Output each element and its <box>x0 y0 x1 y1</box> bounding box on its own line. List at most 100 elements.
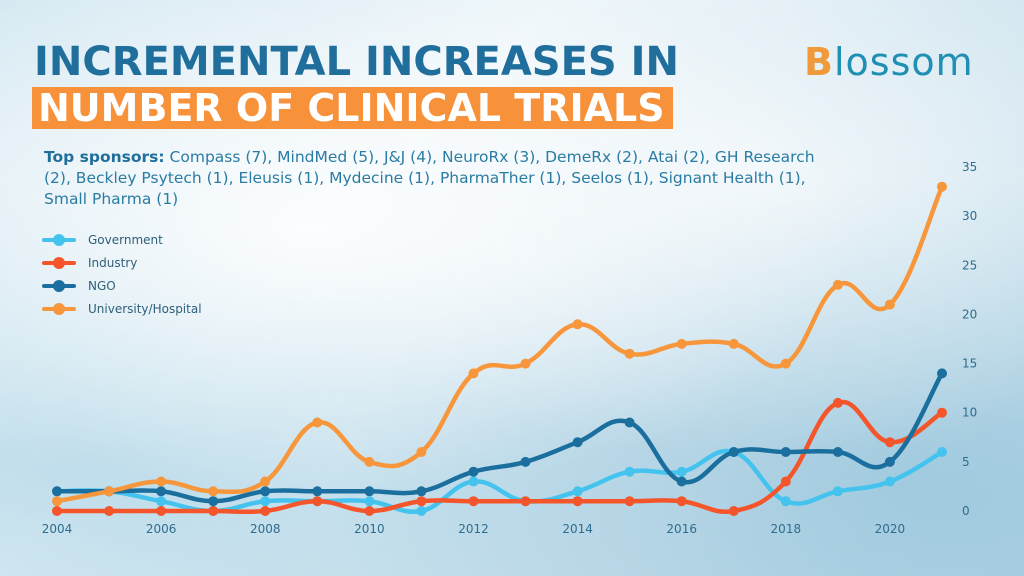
logo-first-letter: B <box>804 40 834 84</box>
y-tick-label-30: 30 <box>962 209 977 223</box>
legend-dot-government <box>53 233 65 246</box>
point-industry-2016 <box>676 496 687 507</box>
y-tick-label-15: 15 <box>962 357 977 371</box>
point-university-hospital-2018 <box>780 358 791 369</box>
point-university-hospital-2015 <box>624 348 635 359</box>
point-university-hospital-2014 <box>572 319 583 330</box>
point-university-hospital-2008 <box>260 476 271 487</box>
point-university-hospital-2004 <box>52 496 62 507</box>
point-industry-2005 <box>104 506 115 516</box>
point-ngo-2011 <box>416 486 427 497</box>
chart-legend: Government Industry NGO University/Hospital <box>42 228 202 320</box>
legend-label-ngo: NGO <box>88 278 116 293</box>
point-ngo-2017 <box>728 447 739 457</box>
point-ngo-2016 <box>676 476 687 487</box>
x-tick-label-2018: 2018 <box>771 522 802 536</box>
point-industry-2006 <box>156 506 167 516</box>
y-tick-label-5: 5 <box>962 455 970 469</box>
point-government-2015 <box>624 466 635 477</box>
point-university-hospital-2016 <box>676 338 687 349</box>
top-sponsors-list: Compass (7), MindMed (5), J&J (4), Neuro… <box>44 148 815 208</box>
point-industry-2013 <box>520 496 531 507</box>
legend-dot-industry <box>53 256 65 269</box>
point-industry-2009 <box>312 496 323 507</box>
point-ngo-2019 <box>832 447 843 457</box>
point-industry-2014 <box>572 496 583 507</box>
top-sponsors-label: Top sponsors: <box>44 148 165 166</box>
legend-item-industry: Industry <box>42 251 202 274</box>
x-tick-label-2010: 2010 <box>354 522 385 536</box>
point-ngo-2004 <box>52 486 62 497</box>
y-tick-label-10: 10 <box>962 406 977 420</box>
point-university-hospital-2021 <box>937 181 947 192</box>
point-ngo-2010 <box>364 486 375 497</box>
x-tick-label-2004: 2004 <box>42 522 73 536</box>
x-tick-label-2020: 2020 <box>875 522 906 536</box>
point-government-2020 <box>884 476 895 487</box>
point-industry-2008 <box>260 506 271 516</box>
legend-label-university-hospital: University/Hospital <box>88 301 202 316</box>
blossom-logo: Blossom <box>804 40 974 84</box>
point-government-2018 <box>780 496 791 507</box>
point-government-2014 <box>572 486 583 497</box>
legend-label-industry: Industry <box>88 255 138 270</box>
point-university-hospital-2012 <box>468 368 479 379</box>
point-industry-2010 <box>364 506 375 516</box>
logo-rest: lossom <box>833 40 974 84</box>
point-ngo-2015 <box>624 417 635 428</box>
point-government-2019 <box>832 486 843 497</box>
point-government-2008 <box>260 496 271 507</box>
point-industry-2021 <box>937 407 947 418</box>
point-industry-2015 <box>624 496 635 507</box>
y-tick-label-20: 20 <box>962 307 977 321</box>
legend-item-government: Government <box>42 228 202 251</box>
point-industry-2007 <box>208 506 219 516</box>
point-industry-2011 <box>416 496 427 507</box>
x-tick-label-2012: 2012 <box>458 522 489 536</box>
series-line-university-hospital <box>54 184 945 504</box>
point-university-hospital-2011 <box>416 447 427 457</box>
y-tick-label-25: 25 <box>962 258 977 272</box>
point-university-hospital-2006 <box>156 476 167 487</box>
point-industry-2018 <box>780 476 791 487</box>
point-ngo-2021 <box>937 368 947 379</box>
y-tick-label-35: 35 <box>962 160 977 174</box>
legend-dot-ngo <box>53 279 65 292</box>
point-government-2011 <box>416 506 427 516</box>
point-government-2006 <box>156 496 167 507</box>
x-tick-label-2014: 2014 <box>562 522 593 536</box>
point-university-hospital-2013 <box>520 358 531 369</box>
legend-item-ngo: NGO <box>42 274 202 297</box>
point-university-hospital-2005 <box>104 486 115 497</box>
point-university-hospital-2009 <box>312 417 323 428</box>
point-university-hospital-2007 <box>208 486 219 497</box>
point-ngo-2013 <box>520 456 531 467</box>
point-industry-2004 <box>52 506 62 516</box>
legend-dot-university-hospital <box>53 302 65 315</box>
legend-swatch-ngo <box>42 279 76 292</box>
point-ngo-2012 <box>468 466 479 477</box>
point-university-hospital-2017 <box>728 338 739 349</box>
point-ngo-2007 <box>208 496 219 507</box>
legend-swatch-industry <box>42 256 76 269</box>
point-government-2012 <box>468 476 479 487</box>
x-tick-label-2008: 2008 <box>250 522 281 536</box>
point-industry-2019 <box>832 397 843 408</box>
legend-label-government: Government <box>88 232 163 247</box>
point-government-2016 <box>676 466 687 477</box>
point-industry-2017 <box>728 506 739 516</box>
point-government-2021 <box>937 447 947 457</box>
y-tick-label-0: 0 <box>962 504 970 518</box>
point-ngo-2006 <box>156 486 167 497</box>
point-government-2010 <box>364 496 375 507</box>
title-line-1: INCREMENTAL INCREASES IN <box>34 39 680 85</box>
point-ngo-2020 <box>884 456 895 467</box>
legend-item-university-hospital: University/Hospital <box>42 297 202 320</box>
x-tick-label-2006: 2006 <box>146 522 177 536</box>
point-ngo-2009 <box>312 486 323 497</box>
point-ngo-2014 <box>572 437 583 448</box>
x-tick-label-2016: 2016 <box>666 522 697 536</box>
point-university-hospital-2020 <box>884 299 895 310</box>
point-university-hospital-2019 <box>832 279 843 290</box>
